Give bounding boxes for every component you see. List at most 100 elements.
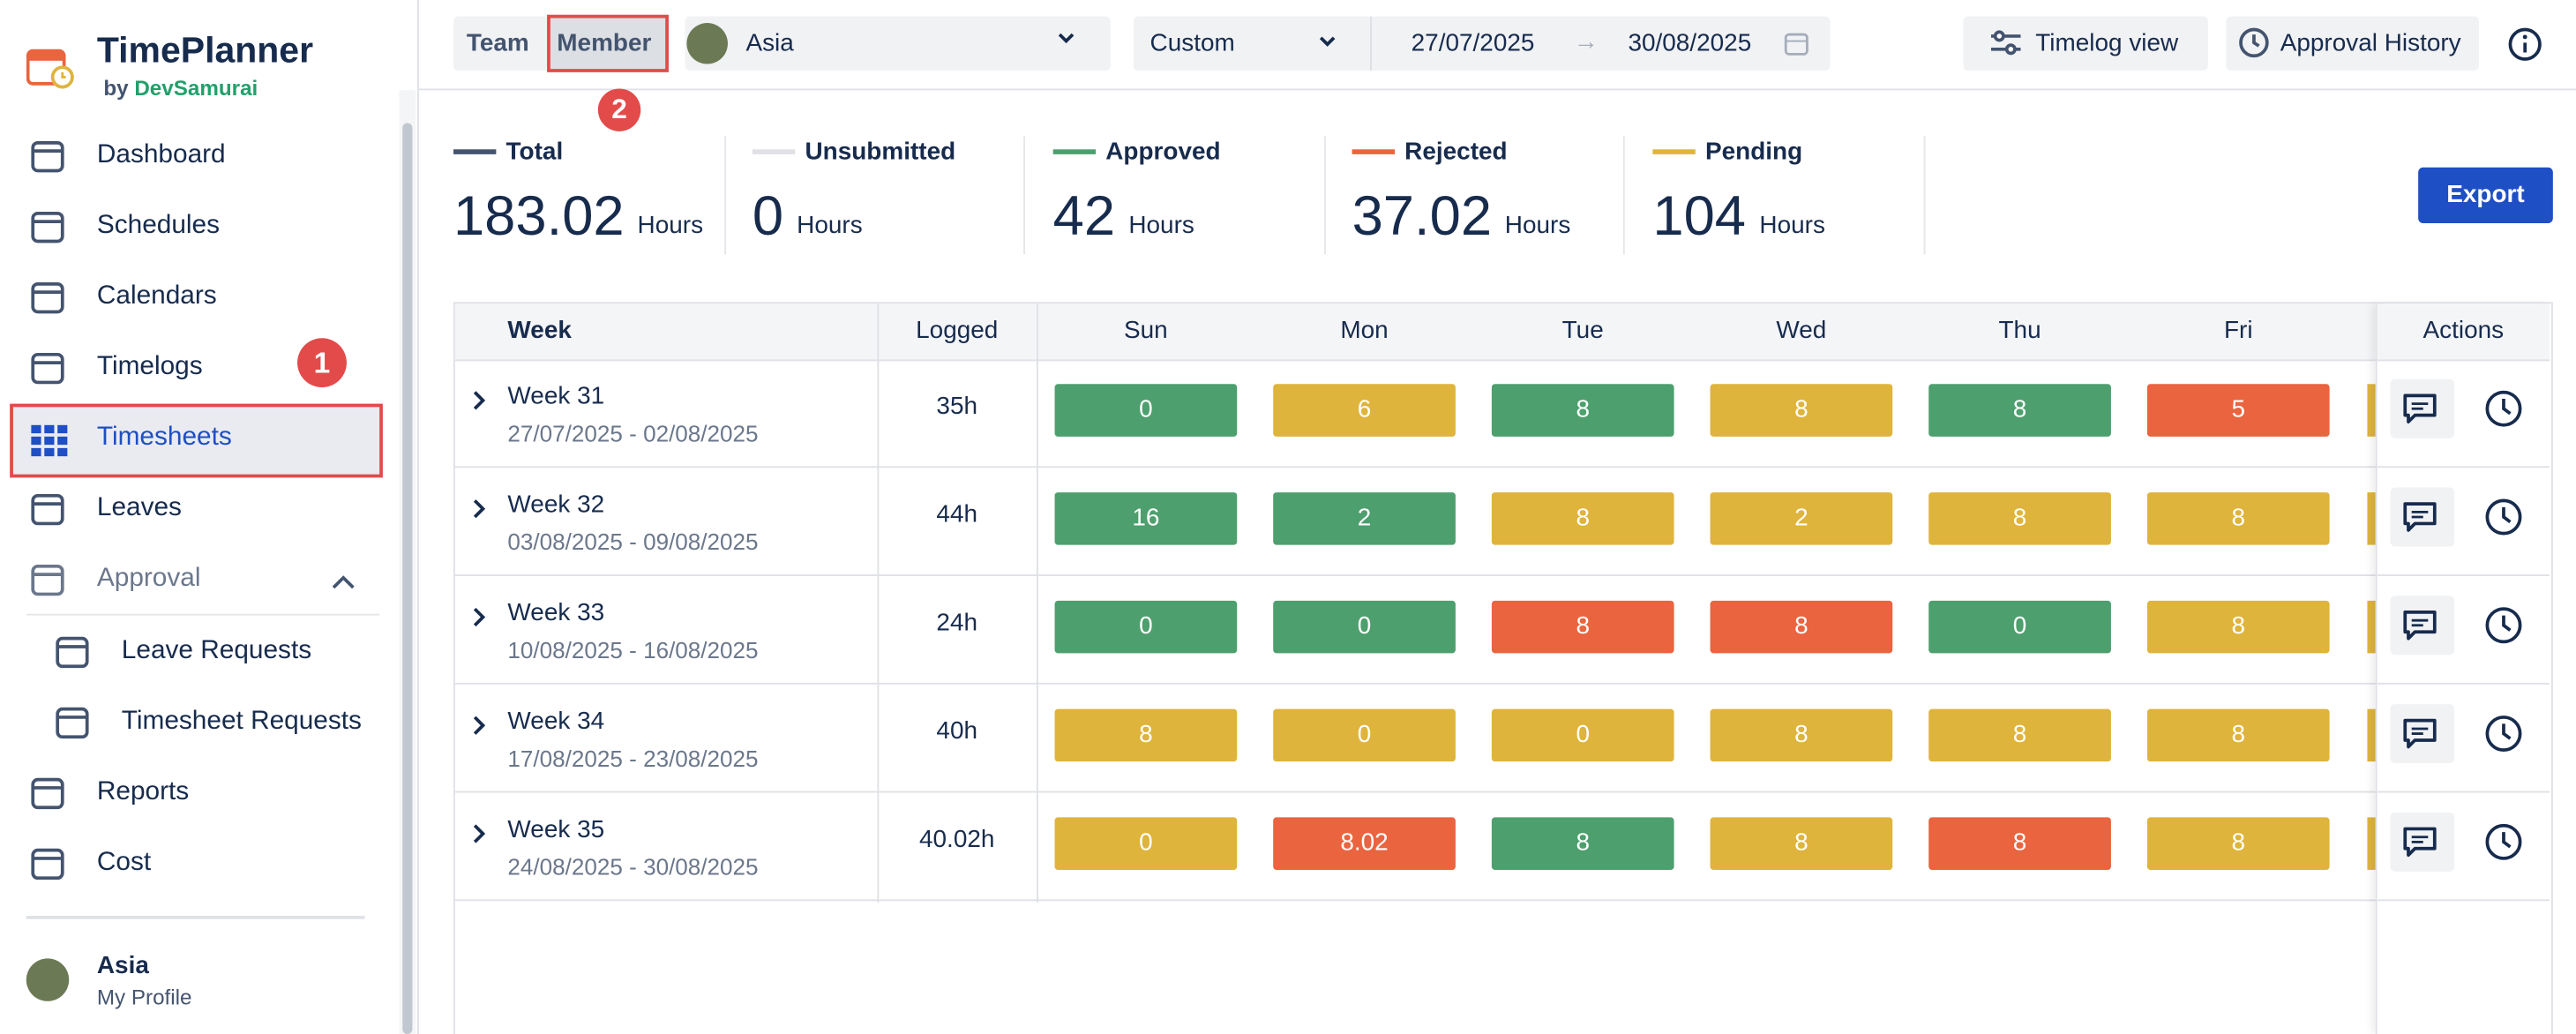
day-cell[interactable]: 0: [1928, 601, 2111, 654]
end-date[interactable]: 30/08/2025: [1628, 29, 1751, 57]
start-date[interactable]: 27/07/2025: [1412, 29, 1535, 57]
day-cell[interactable]: 8: [1711, 817, 1893, 870]
day-cell[interactable]: 16: [1055, 492, 1238, 545]
expand: [471, 498, 488, 527]
day-cell[interactable]: 0: [1492, 709, 1674, 762]
column-header: Thu: [1911, 317, 2130, 345]
day-cell[interactable]: 6: [1273, 384, 1456, 437]
nav-item[interactable]: Timesheets: [97, 423, 232, 453]
week-name[interactable]: Week 33: [507, 599, 604, 627]
button-label[interactable]: Approval History: [2280, 29, 2461, 57]
history-icon-svg: [2482, 387, 2525, 430]
summary-unit: Hours: [1759, 212, 1825, 240]
week-name[interactable]: Week 34: [507, 708, 604, 736]
topbar-border: [419, 88, 2576, 90]
day-cell[interactable]: 8: [1711, 384, 1893, 437]
nav-item[interactable]: Calendars: [97, 282, 217, 311]
profile-name[interactable]: Asia: [97, 952, 149, 980]
day-cell[interactable]: 0: [1055, 817, 1238, 870]
row-border: [2378, 899, 2550, 901]
day-cell[interactable]: 2: [1273, 492, 1456, 545]
profile-sub[interactable]: My Profile: [97, 985, 192, 1009]
day-cell[interactable]: 8: [1711, 601, 1893, 654]
summary-value: 104: [1652, 185, 1746, 250]
scroll-thumb[interactable]: [402, 124, 412, 1034]
chevron: [1056, 29, 1075, 46]
day-cell[interactable]: 8: [1492, 817, 1674, 870]
day-cell[interactable]: 8: [2147, 817, 2330, 870]
nav-icon: [30, 138, 70, 185]
week-name[interactable]: Week 35: [507, 816, 604, 844]
logged: 35h: [877, 393, 1037, 421]
tab[interactable]: Member: [557, 29, 651, 57]
calendar-icon: [1784, 31, 1808, 56]
day-cell[interactable]: 8: [1711, 709, 1893, 762]
day-cell[interactable]: 8: [1928, 709, 2111, 762]
day-cell[interactable]: 8.02: [1273, 817, 1456, 870]
day-cell[interactable]: 2: [1711, 492, 1893, 545]
day-cell[interactable]: 8: [1492, 492, 1674, 545]
nav-icon-svg: [54, 633, 94, 673]
nav-icon-svg: [30, 845, 70, 885]
history-icon-svg: [2482, 604, 2525, 647]
day-cell[interactable]: 8: [1055, 709, 1238, 762]
info-icon[interactable]: [2507, 26, 2543, 63]
collapse-svg: [332, 574, 355, 591]
day-cell[interactable]: 8: [1928, 384, 2111, 437]
comment-icon: [2402, 500, 2438, 542]
nav-item[interactable]: Timelogs: [97, 353, 203, 382]
nav-item[interactable]: Dashboard: [97, 141, 226, 170]
week-name[interactable]: Week 32: [507, 491, 604, 519]
comment-icon-svg: [2402, 717, 2438, 750]
nav-item[interactable]: Approval: [97, 565, 201, 594]
nav-item[interactable]: Timesheet Requests: [122, 708, 362, 737]
nav-item[interactable]: Reports: [97, 778, 189, 807]
collapse: [332, 570, 355, 599]
day-cell[interactable]: 8: [2147, 601, 2330, 654]
range-select[interactable]: Custom: [1150, 29, 1235, 57]
nav-icon: [30, 420, 70, 468]
day-cell[interactable]: 8: [2147, 492, 2330, 545]
tab[interactable]: Team: [467, 29, 529, 57]
day-cell[interactable]: 8: [1492, 384, 1674, 437]
nav-item[interactable]: Cost: [97, 849, 151, 878]
day-cell[interactable]: 0: [1055, 601, 1238, 654]
legend-swatch: [453, 149, 496, 154]
expand: [471, 605, 488, 634]
comment-icon-svg: [2402, 393, 2438, 425]
day-cell[interactable]: 8: [1928, 492, 2111, 545]
button-label[interactable]: Timelog view: [2035, 29, 2178, 57]
day-cell[interactable]: 0: [1273, 601, 1456, 654]
icon: [1989, 29, 2022, 56]
nav-icon-svg: [30, 561, 70, 601]
nav-item[interactable]: Schedules: [97, 212, 220, 241]
chevron: [1317, 34, 1337, 51]
history-icon: [2482, 820, 2525, 872]
expand-svg: [471, 716, 488, 735]
day-cell[interactable]: 8: [1928, 817, 2111, 870]
nav-icon-svg: [54, 704, 94, 744]
week-name[interactable]: Week 31: [507, 382, 604, 410]
nav-icon: [30, 279, 70, 326]
day-cell[interactable]: 5: [2147, 384, 2330, 437]
logged: 44h: [877, 500, 1037, 528]
day-cell[interactable]: 8: [2147, 709, 2330, 762]
comment-icon-svg: [2402, 826, 2438, 858]
day-cell[interactable]: 8: [1492, 601, 1674, 654]
user[interactable]: Asia: [745, 29, 793, 57]
day-cell[interactable]: 0: [1055, 384, 1238, 437]
legend-swatch: [1053, 149, 1096, 154]
nav-item[interactable]: Leave Requests: [122, 637, 311, 666]
border: [417, 0, 419, 1034]
nav-item[interactable]: Leaves: [97, 494, 182, 523]
history-icon-svg: [2482, 820, 2525, 863]
day-cell[interactable]: 0: [1273, 709, 1456, 762]
export-button[interactable]: Export: [2418, 168, 2553, 223]
nav-icon: [30, 561, 70, 609]
column-header: Fri: [2129, 317, 2348, 345]
divider: [1924, 136, 1926, 254]
row-border: [2378, 791, 2550, 793]
nav-icon-svg: [30, 491, 70, 530]
expand-svg: [471, 391, 488, 410]
